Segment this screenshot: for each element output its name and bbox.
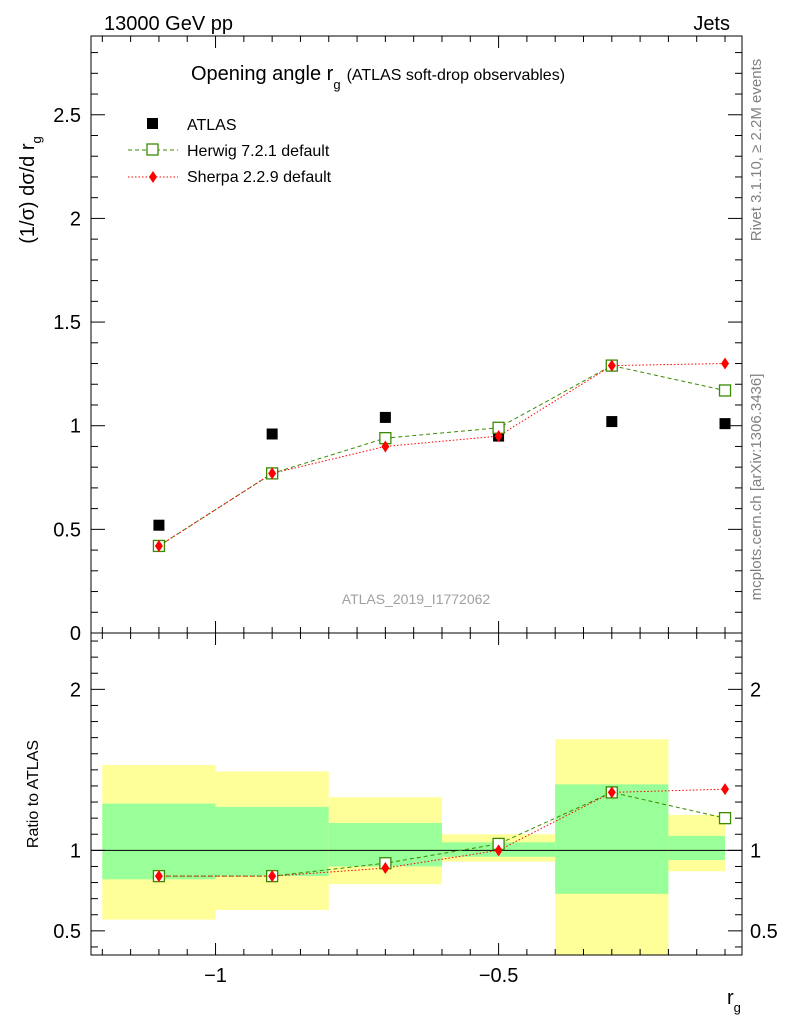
main-y-tick-label: 1 bbox=[70, 416, 81, 438]
main-y-axis-label-sub: g bbox=[29, 136, 44, 143]
main-panel: 0.5 1 1.5 2 2.5 0 Opening angle rg (ATLAS soft… bbox=[53, 35, 743, 645]
main-axis-ticks: 0.5 1 1.5 2 2.5 0 bbox=[53, 36, 742, 645]
x-tick-label: −1 bbox=[204, 965, 227, 987]
legend-herwig-marker bbox=[146, 143, 159, 156]
legend-sherpa-marker bbox=[149, 171, 157, 183]
ratio-sherpa-line bbox=[158, 788, 726, 877]
ratio-sherpa-point bbox=[154, 870, 163, 883]
main-sherpa-point bbox=[154, 539, 163, 552]
ratio-series-lines bbox=[158, 788, 726, 877]
main-sherpa-point bbox=[721, 357, 730, 370]
main-y-axis-label-text: (1/σ) dσ/d r bbox=[17, 143, 39, 244]
x-axis-label-sub: g bbox=[734, 1000, 741, 1015]
main-series-lines bbox=[158, 363, 726, 547]
ratio-uncertainty-bands bbox=[102, 739, 726, 955]
main-sherpa-point bbox=[381, 440, 390, 453]
main-y-tick-label: 0.5 bbox=[53, 519, 81, 541]
ratio-y-tick-label-right: 1 bbox=[750, 840, 761, 862]
ratio-data-points bbox=[152, 783, 732, 883]
mcplots-reference-label: mcplots.cern.ch [arXiv:1306.3436] bbox=[748, 374, 765, 601]
ratio-green-band bbox=[555, 784, 669, 894]
ratio-y-tick-label: 0.5 bbox=[53, 921, 81, 943]
rivet-version-label: Rivet 3.1.10, ≥ 2.2M events bbox=[748, 59, 765, 242]
header-left-label: 13000 GeV pp bbox=[104, 13, 233, 35]
ratio-panel: −1 −0.5 0.5 0.5 1 1 2 2 bbox=[53, 632, 778, 987]
legend-atlas-marker bbox=[147, 118, 158, 129]
plot-title-sub: g bbox=[333, 77, 340, 92]
ratio-sherpa-point bbox=[268, 870, 277, 883]
ratio-green-band bbox=[215, 806, 329, 877]
main-y-axis-label: (1/σ) dσ/d rg bbox=[17, 136, 44, 244]
main-sherpa-line bbox=[158, 363, 726, 547]
main-atlas-point bbox=[266, 428, 278, 440]
main-y-tick-label: 2 bbox=[70, 208, 81, 230]
ratio-sherpa-point bbox=[381, 862, 390, 875]
plot-title: Opening angle rg (ATLAS soft-drop observa… bbox=[191, 63, 565, 92]
header-right-label: Jets bbox=[693, 13, 730, 35]
ratio-y-tick-label: 1 bbox=[70, 840, 81, 862]
main-atlas-point bbox=[719, 418, 731, 430]
main-data-points bbox=[152, 357, 732, 553]
main-atlas-point bbox=[606, 416, 618, 428]
main-sherpa-point bbox=[268, 467, 277, 480]
x-tick-label: −0.5 bbox=[479, 965, 518, 987]
ratio-y-tick-label-right: 2 bbox=[750, 679, 761, 701]
legend: ATLAS Herwig 7.2.1 default Sherpa 2.2.9 … bbox=[128, 117, 332, 186]
main-sherpa-point bbox=[494, 430, 503, 443]
ratio-herwig-line bbox=[158, 791, 726, 877]
plot-title-note: (ATLAS soft-drop observables) bbox=[347, 67, 565, 84]
x-axis-label-text: r bbox=[727, 987, 734, 1009]
ratio-green-band bbox=[668, 835, 726, 861]
main-herwig-line bbox=[158, 365, 726, 547]
ratio-y-tick-label-right: 0.5 bbox=[750, 921, 778, 943]
analysis-watermark: ATLAS_2019_I1772062 bbox=[342, 591, 491, 607]
main-sherpa-point bbox=[607, 359, 616, 372]
main-atlas-point bbox=[379, 411, 391, 423]
ratio-herwig-point bbox=[718, 812, 732, 825]
x-axis-label: rg bbox=[727, 987, 741, 1015]
main-y-tick-label: 1.5 bbox=[53, 312, 81, 334]
plot-title-main: Opening angle r bbox=[191, 63, 334, 85]
ratio-sherpa-point bbox=[607, 786, 616, 799]
main-atlas-point bbox=[153, 519, 165, 531]
ratio-axis-ticks: −1 −0.5 0.5 0.5 1 1 2 2 bbox=[53, 633, 778, 987]
main-y-tick-label: 2.5 bbox=[53, 105, 81, 127]
legend-herwig-label: Herwig 7.2.1 default bbox=[187, 143, 330, 160]
ratio-y-axis-label: Ratio to ATLAS bbox=[25, 740, 42, 848]
ratio-panel-frame bbox=[90, 632, 743, 956]
legend-atlas-label: ATLAS bbox=[187, 117, 237, 134]
ratio-sherpa-point bbox=[494, 844, 503, 857]
main-herwig-point bbox=[718, 384, 732, 397]
legend-sherpa-label: Sherpa 2.2.9 default bbox=[187, 169, 332, 186]
ratio-y-tick-label: 2 bbox=[70, 679, 81, 701]
main-y-tick-label: 0 bbox=[70, 623, 81, 645]
ratio-sherpa-point bbox=[721, 783, 730, 796]
ratio-green-band bbox=[102, 803, 216, 880]
